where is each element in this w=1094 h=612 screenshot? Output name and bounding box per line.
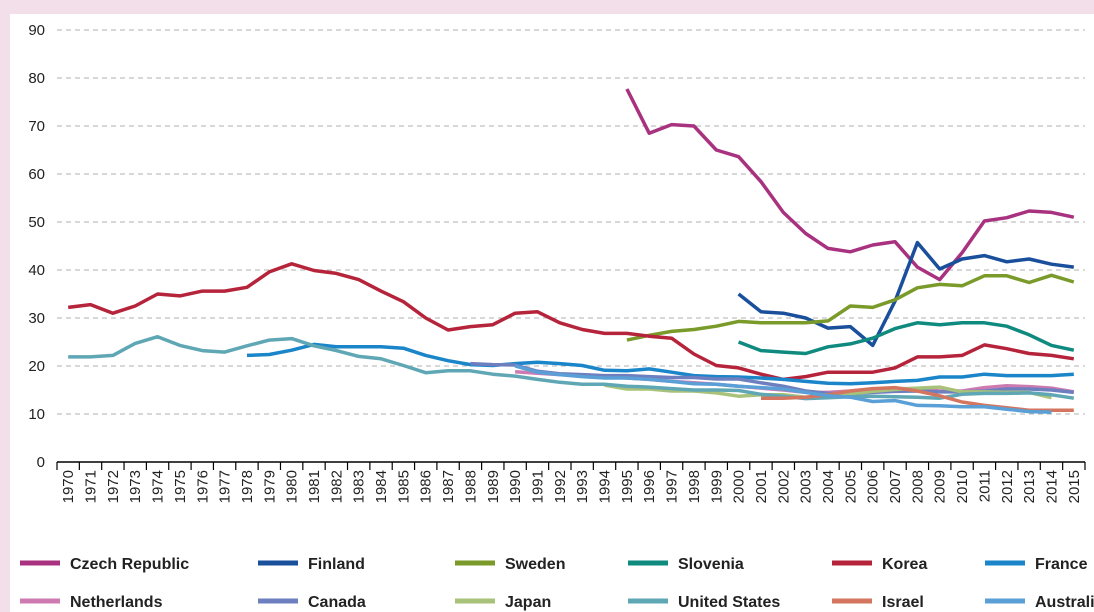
x-tick-label: 1982 — [328, 470, 345, 503]
x-tick-label: 2001 — [753, 470, 770, 503]
x-tick-label: 1983 — [351, 470, 368, 503]
y-tick-label: 70 — [28, 118, 45, 135]
x-tick-label: 1986 — [418, 470, 435, 503]
x-tick-label: 2000 — [731, 470, 748, 503]
x-tick-label: 1980 — [284, 470, 301, 503]
legend-label: Japan — [505, 594, 551, 611]
x-tick-label: 1993 — [574, 470, 591, 503]
series-line — [246, 342, 1074, 386]
x-tick-label: 1995 — [619, 470, 636, 503]
legend-label: Sweden — [505, 556, 565, 573]
legend-label: Australia — [1035, 594, 1094, 611]
y-tick-label: 0 — [37, 454, 45, 471]
series-line — [737, 321, 1075, 356]
x-tick-label: 1973 — [127, 470, 144, 503]
x-tick-label: 2005 — [842, 470, 859, 503]
x-tick-label: 1998 — [686, 470, 703, 503]
x-tick-label: 1970 — [60, 470, 77, 503]
legend-label: Finland — [308, 556, 365, 573]
x-tick-label: 1987 — [440, 470, 457, 503]
x-tick-label: 2004 — [820, 470, 837, 503]
y-tick-label: 40 — [28, 262, 45, 279]
x-tick-label: 1971 — [83, 470, 100, 503]
x-tick-label: 2007 — [887, 470, 904, 503]
x-tick-label: 2014 — [1043, 470, 1060, 503]
x-tick-label: 1976 — [194, 470, 211, 503]
series-line — [625, 88, 1075, 282]
x-tick-label: 1978 — [239, 470, 256, 503]
x-tick-label: 2012 — [999, 470, 1016, 503]
chart-background — [10, 14, 1094, 612]
x-tick-label: 1999 — [708, 470, 725, 503]
series-line — [737, 240, 1075, 348]
x-tick-label: 2003 — [798, 470, 815, 503]
x-tick-label: 2015 — [1066, 470, 1083, 503]
x-tick-label: 1985 — [395, 470, 412, 503]
x-tick-label: 1975 — [172, 470, 189, 503]
y-tick-label: 50 — [28, 214, 45, 231]
x-tick-label: 1972 — [105, 470, 122, 503]
x-tick-label: 1989 — [485, 470, 502, 503]
legend-label: Netherlands — [70, 594, 163, 611]
legend-label: Israel — [882, 594, 924, 611]
x-tick-label: 1997 — [664, 470, 681, 503]
x-tick-label: 1992 — [552, 470, 569, 503]
x-tick-label: 2013 — [1021, 470, 1038, 503]
x-tick-label: 1984 — [373, 470, 390, 503]
x-tick-label: 1988 — [462, 470, 479, 503]
series-line — [67, 262, 1075, 382]
x-tick-label: 1994 — [597, 470, 614, 503]
x-tick-label: 1991 — [529, 470, 546, 503]
y-tick-label: 30 — [28, 310, 45, 327]
x-tick-label: 2011 — [976, 470, 993, 502]
y-tick-label: 80 — [28, 70, 45, 87]
y-tick-label: 20 — [28, 358, 45, 375]
x-tick-label: 2002 — [775, 470, 792, 503]
legend-label: France — [1035, 556, 1088, 573]
series-line — [514, 364, 1052, 414]
legend-label: Korea — [882, 556, 927, 573]
x-tick-label: 1977 — [217, 470, 234, 503]
legend-label: Slovenia — [678, 556, 744, 573]
series-line — [68, 334, 1075, 401]
x-tick-label: 1974 — [150, 470, 167, 503]
legend-label: Canada — [308, 594, 366, 611]
y-tick-label: 10 — [28, 406, 45, 423]
y-tick-label: 60 — [28, 166, 45, 183]
x-tick-label: 2009 — [932, 470, 949, 503]
series-line — [626, 273, 1075, 342]
x-tick-label: 1979 — [261, 470, 278, 503]
x-tick-label: 1981 — [306, 470, 323, 503]
x-tick-label: 2006 — [865, 470, 882, 503]
legend-label: United States — [678, 594, 780, 611]
y-tick-label: 90 — [28, 22, 45, 39]
x-tick-label: 1990 — [507, 470, 524, 503]
legend-label: Czech Republic — [70, 556, 189, 573]
x-tick-label: 2008 — [909, 470, 926, 503]
x-tick-label: 1996 — [641, 470, 658, 503]
x-tick-label: 2010 — [954, 470, 971, 503]
